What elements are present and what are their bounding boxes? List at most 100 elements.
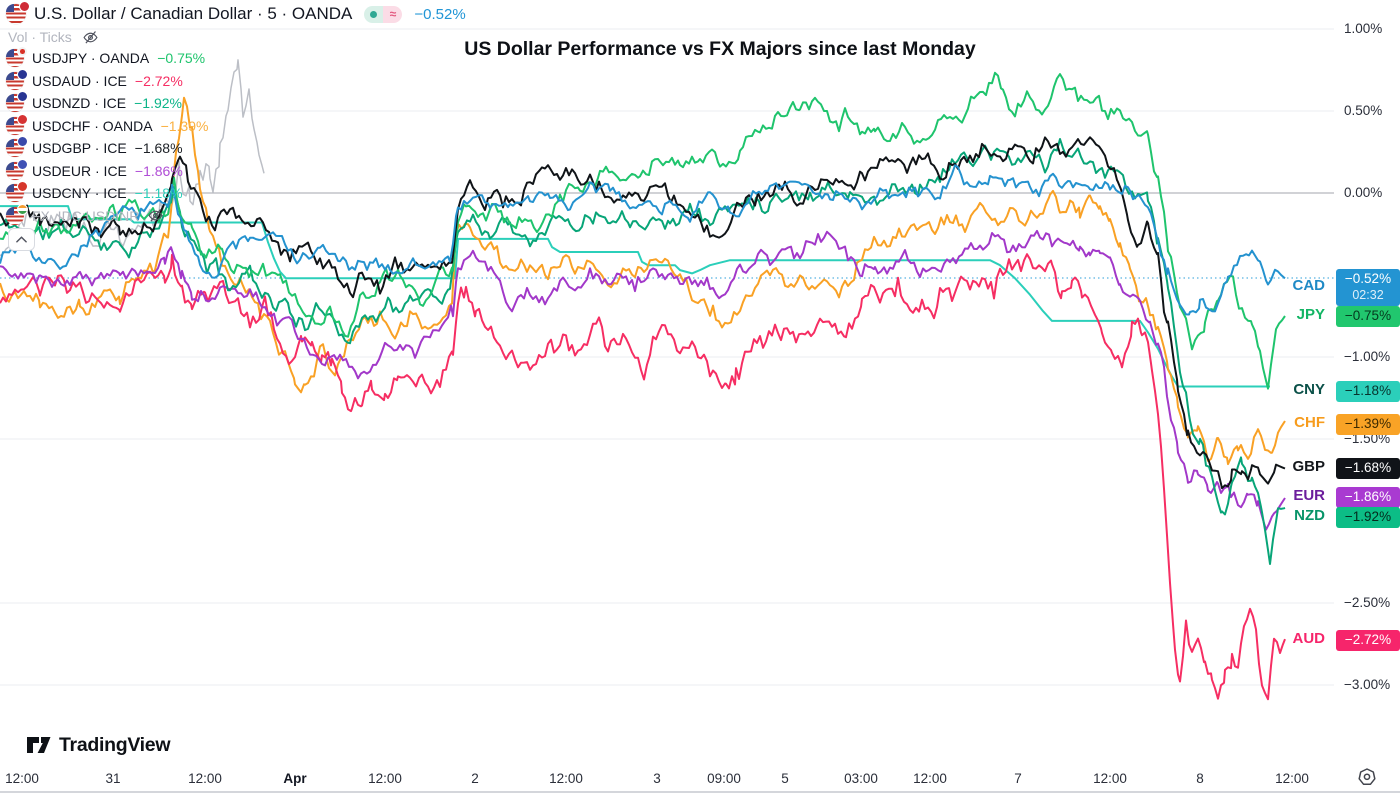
time-axis-tick: 12:00 bbox=[188, 771, 222, 786]
price-axis-tick: −2.50% bbox=[1344, 595, 1391, 610]
price-axis-tick: 0.50% bbox=[1344, 103, 1383, 118]
currency-label-nzd: NZD bbox=[1294, 507, 1325, 524]
price-badge-cny: −1.18% bbox=[1336, 380, 1400, 402]
legend-symbol-label: FX_IDC:USDINR bbox=[32, 207, 140, 224]
series-line-CNY[interactable] bbox=[0, 205, 1270, 388]
legend-symbol-label: USDEUR · ICE bbox=[32, 162, 127, 179]
currency-pair-flag-icon bbox=[6, 181, 28, 203]
legend-change-percent: −1.68% bbox=[134, 140, 183, 157]
volume-indicator-label: Vol · Ticks bbox=[8, 29, 72, 45]
eye-off-icon[interactable] bbox=[147, 207, 164, 224]
legend-row-fxidcusdinr[interactable]: FX_IDC:USDINR bbox=[6, 203, 208, 228]
time-axis-tick: 09:00 bbox=[707, 771, 741, 786]
price-axis-tick: −3.00% bbox=[1344, 677, 1391, 692]
legend-change-percent: −0.75% bbox=[157, 50, 206, 67]
price-axis-tick: 0.00% bbox=[1344, 185, 1383, 200]
series-line-AUD[interactable] bbox=[0, 253, 1286, 701]
legend-symbol-label: USDAUD · ICE bbox=[32, 72, 127, 89]
currency-pair-flag-icon bbox=[6, 91, 28, 113]
currency-label-gbp: GBP bbox=[1292, 458, 1325, 475]
tradingview-logo-icon bbox=[27, 737, 51, 753]
market-open-dot-icon bbox=[364, 5, 384, 23]
price-badge-jpy: −0.75% bbox=[1336, 305, 1400, 327]
currency-label-cad: CAD bbox=[1292, 277, 1326, 294]
currency-label-jpy: JPY bbox=[1296, 306, 1325, 323]
legend-change-percent: −1.92% bbox=[134, 95, 182, 112]
time-axis-tick: 12:00 bbox=[368, 771, 402, 786]
currency-pair-flag-icon bbox=[6, 203, 28, 225]
tradingview-logo-text: TradingView bbox=[59, 733, 171, 756]
legend-row-usdjpyoanda[interactable]: USDJPY · OANDA −0.75% bbox=[6, 46, 208, 70]
currency-label-eur: EUR bbox=[1293, 487, 1325, 504]
time-axis-tick: 2 bbox=[471, 771, 479, 786]
legend-change-percent: −2.72% bbox=[134, 72, 183, 89]
currency-label-aud: AUD bbox=[1292, 630, 1326, 647]
time-axis-tick: 5 bbox=[781, 771, 789, 786]
time-axis-tick: 12:00 bbox=[1275, 771, 1309, 786]
legend-row-usdeurice[interactable]: USDEUR · ICE −1.86% bbox=[6, 158, 208, 183]
time-axis[interactable]: 12:00 31 12:00 Apr 12:00 2 12:00 3 09:00 5 03:00 12… bbox=[0, 765, 1400, 793]
volume-indicator-row[interactable]: Vol · Ticks bbox=[8, 28, 99, 46]
legend-change-percent: −1.18% bbox=[134, 185, 183, 202]
symbol-change-percent: −0.52% bbox=[414, 5, 466, 23]
legend-symbol-label: USDGBP · ICE bbox=[32, 140, 127, 157]
time-axis-tick: 12:00 bbox=[549, 771, 583, 786]
price-axis-tick: −1.00% bbox=[1344, 349, 1391, 364]
time-axis-tick: 3 bbox=[653, 771, 661, 786]
time-axis-tick: 8 bbox=[1196, 771, 1204, 786]
legend-symbol-label: USDCHF · OANDA bbox=[32, 117, 153, 134]
legend-row-usdcnyice[interactable]: USDCNY · ICE −1.18% bbox=[6, 181, 208, 205]
price-badge-gbp: −1.68% bbox=[1336, 457, 1400, 479]
symbol-header[interactable]: U.S. Dollar / Canadian Dollar · 5 · OAND… bbox=[6, 1, 466, 25]
time-axis-settings-icon[interactable] bbox=[1358, 768, 1376, 791]
currency-pair-flag-icon bbox=[6, 158, 28, 180]
time-axis-tick: 31 bbox=[105, 771, 121, 786]
time-axis-tick: 7 bbox=[1014, 771, 1022, 786]
price-axis-tick: −1.50% bbox=[1344, 431, 1391, 446]
series-line-CHF[interactable] bbox=[0, 96, 1286, 466]
bar-countdown-timer: 02:32 bbox=[1352, 288, 1384, 302]
delayed-data-icon: ≈ bbox=[383, 5, 403, 23]
time-axis-tick: 12:00 bbox=[913, 771, 947, 786]
currency-label-cny: CNY bbox=[1293, 381, 1325, 398]
usd-cad-flag-icon bbox=[6, 1, 30, 24]
price-axis-tick: 1.00% bbox=[1344, 21, 1383, 36]
currency-pair-flag-icon bbox=[6, 113, 28, 135]
symbol-title[interactable]: U.S. Dollar / Canadian Dollar · 5 · OAND… bbox=[34, 4, 353, 23]
legend-change-percent: −1.39% bbox=[160, 117, 209, 134]
price-badge-eur: −1.86% bbox=[1336, 486, 1400, 508]
series-legend: USDJPY · OANDA −0.75% USDAUD · ICE −2.72% US… bbox=[6, 46, 209, 228]
price-badge-aud: −2.72% bbox=[1336, 629, 1400, 651]
time-axis-tick: Apr bbox=[283, 771, 307, 786]
series-line-JPY[interactable] bbox=[0, 71, 1286, 390]
eye-off-icon[interactable] bbox=[82, 29, 99, 46]
currency-pair-flag-icon bbox=[6, 46, 28, 68]
legend-symbol-label: USDCNY · ICE bbox=[32, 185, 127, 202]
price-badge-chf: −1.39% bbox=[1336, 413, 1400, 435]
series-line-EUR[interactable] bbox=[0, 229, 1286, 531]
market-status-pill[interactable]: ≈ bbox=[364, 5, 403, 23]
tradingview-logo[interactable]: TradingView bbox=[26, 732, 171, 758]
legend-row-usdnzdice[interactable]: USDNZD · ICE −1.92% bbox=[6, 91, 208, 115]
time-axis-tick: 12:00 bbox=[5, 771, 39, 786]
series-line-GBP[interactable] bbox=[0, 136, 1286, 490]
price-badge-nzd: −1.92% bbox=[1336, 506, 1400, 528]
price-badge-cad: −0.52% 02:32 bbox=[1336, 268, 1400, 306]
series-line-CAD[interactable] bbox=[0, 164, 1286, 316]
series-lines bbox=[0, 59, 1286, 701]
currency-pair-flag-icon bbox=[6, 136, 28, 158]
series-line-NZD[interactable] bbox=[0, 138, 1286, 565]
legend-change-percent: −1.86% bbox=[134, 162, 183, 179]
legend-row-usdgbpice[interactable]: USDGBP · ICE −1.68% bbox=[6, 136, 208, 160]
legend-row-usdaudice[interactable]: USDAUD · ICE −2.72% bbox=[6, 68, 208, 93]
window-bottom-edge bbox=[0, 791, 1400, 793]
currency-label-chf: CHF bbox=[1294, 414, 1325, 431]
currency-pair-flag-icon bbox=[6, 68, 28, 90]
chart-title: US Dollar Performance vs FX Majors since… bbox=[464, 38, 976, 60]
collapse-legend-button[interactable] bbox=[8, 228, 35, 251]
legend-symbol-label: USDJPY · OANDA bbox=[32, 50, 150, 67]
time-axis-tick: 03:00 bbox=[844, 771, 878, 786]
legend-row-usdchfoanda[interactable]: USDCHF · OANDA −1.39% bbox=[6, 113, 209, 138]
